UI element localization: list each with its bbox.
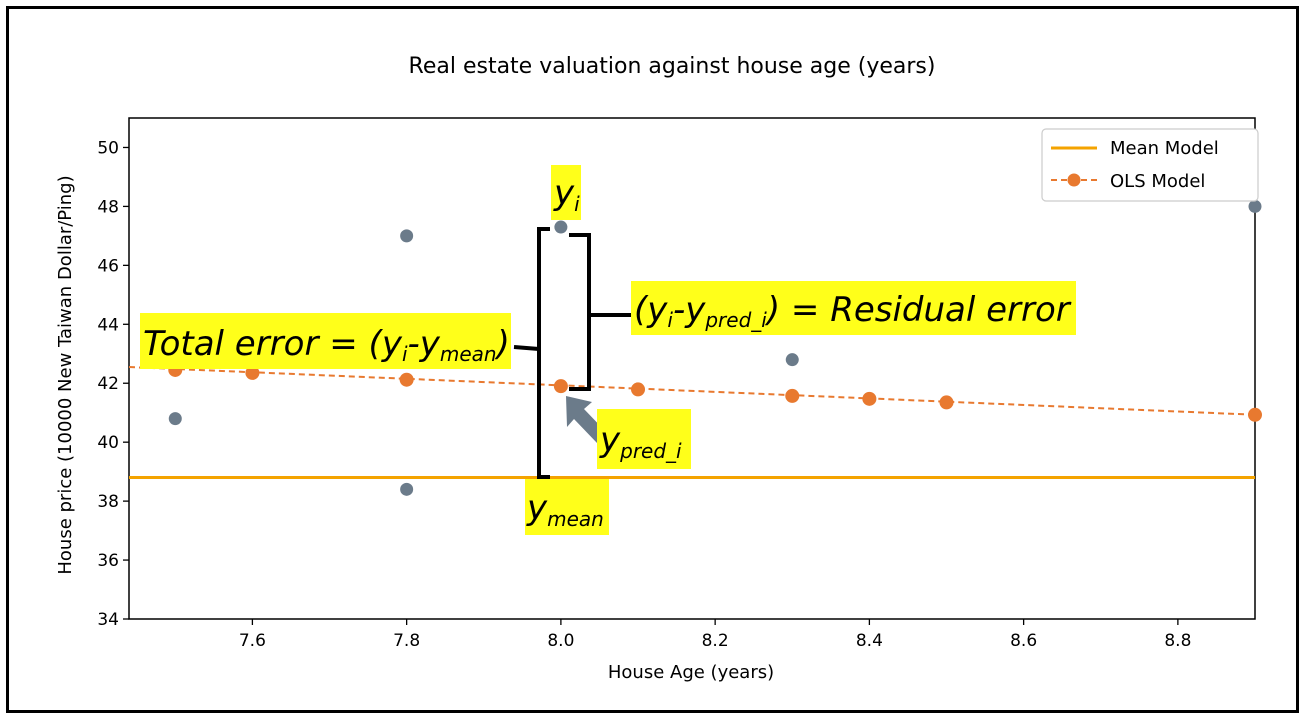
observed-point <box>168 412 182 426</box>
y-pred-sub: pred_i <box>619 439 682 463</box>
total-error-bracket <box>513 227 550 479</box>
x-tick-label: 8.2 <box>702 631 729 651</box>
total-error-dash: -y <box>408 324 441 364</box>
legend-ols-label: OLS Model <box>1110 171 1205 192</box>
observed-point <box>554 220 568 234</box>
total-error-sub-mean: mean <box>440 342 497 366</box>
y-tick-label: 38 <box>97 492 119 512</box>
x-tick-label: 8.0 <box>547 631 574 651</box>
y-i-base: y <box>553 173 575 213</box>
legend: Mean Model OLS Model <box>1041 128 1259 202</box>
residual-error-label: (yi-ypred_i) = Residual error <box>631 281 1076 335</box>
total-error-sub-i: i <box>402 342 408 366</box>
svg-text:ymean: ymean <box>526 488 604 531</box>
residual-sub-i: i <box>667 308 673 332</box>
y-mean-label: ymean <box>525 479 609 535</box>
pred-arrow <box>566 396 607 443</box>
ols-model-line <box>128 366 1256 416</box>
observed-point <box>400 229 414 243</box>
y-tick-label: 34 <box>97 610 119 630</box>
residual-dash: -y <box>673 290 706 330</box>
total-error-prefix: Total error = (y <box>143 324 403 364</box>
total-error-suffix: ) <box>494 324 510 364</box>
svg-text:yi: yi <box>553 173 580 216</box>
ols-point <box>1248 407 1262 422</box>
svg-text:(yi-ypred_i) = Residual error: (yi-ypred_i) = Residual error <box>634 290 1072 332</box>
y-tick-label: 50 <box>97 138 119 158</box>
y-tick-label: 48 <box>97 197 119 217</box>
y-pred-base: y <box>599 420 621 460</box>
x-tick-label: 8.6 <box>1010 631 1037 651</box>
residual-error-bracket <box>569 233 631 391</box>
y-tick-label: 46 <box>97 256 119 276</box>
ols-point <box>553 379 568 394</box>
x-tick-label: 8.8 <box>1164 631 1191 651</box>
svg-text:ypred_i: ypred_i <box>599 420 682 463</box>
plot-area-frame <box>128 117 1256 620</box>
ols-point <box>245 365 260 380</box>
observed-point <box>1248 199 1262 213</box>
y-mean-base: y <box>526 488 548 528</box>
series-layer <box>128 199 1262 496</box>
y-pred-label: ypred_i <box>597 409 691 469</box>
residual-sub-pred: pred_i <box>704 308 767 332</box>
figure-frame: Real estate valuation against house age … <box>6 6 1299 713</box>
y-tick-label: 42 <box>97 374 119 394</box>
y-i-sub: i <box>574 192 580 216</box>
y-tick-label: 36 <box>97 551 119 571</box>
y-i-highlight <box>551 165 581 220</box>
axes: 7.6 7.8 8.0 8.2 8.4 8.6 8.8 34 36 38 40 42 44 46 48 50 <box>97 117 1256 651</box>
y-tick-label: 44 <box>97 315 119 335</box>
x-tick-label: 8.4 <box>856 631 883 651</box>
residual-prefix: (y <box>634 290 668 330</box>
y-i-label: yi <box>551 165 581 220</box>
x-tick-label: 7.8 <box>393 631 420 651</box>
y-axis-label: House price (10000 New Taiwan Dollar/Pin… <box>55 175 76 574</box>
chart: Real estate valuation against house age … <box>55 54 1262 683</box>
residual-error-highlight <box>631 281 1076 335</box>
total-error-highlight <box>140 313 511 369</box>
legend-mean-label: Mean Model <box>1110 138 1219 159</box>
ols-point <box>631 382 646 397</box>
ols-point <box>939 395 954 410</box>
annotations: Total error = (yi-ymean) (yi-ypred_i) = … <box>140 165 1076 535</box>
chart-title: Real estate valuation against house age … <box>409 54 936 79</box>
ols-point <box>862 391 877 406</box>
legend-ols-swatch-marker <box>1067 173 1081 187</box>
x-tick-label: 7.6 <box>239 631 266 651</box>
ols-point <box>785 388 800 403</box>
svg-text:Total error = (yi-ymean): Total error = (yi-ymean) <box>143 324 510 366</box>
ols-point <box>399 372 414 387</box>
total-error-label: Total error = (yi-ymean) <box>140 313 511 369</box>
y-mean-highlight <box>525 479 609 535</box>
x-axis-label: House Age (years) <box>608 662 774 683</box>
y-mean-sub: mean <box>547 507 604 531</box>
observed-point <box>400 482 414 496</box>
y-tick-label: 40 <box>97 433 119 453</box>
y-pred-highlight <box>597 409 691 469</box>
residual-suffix: ) = Residual error <box>764 290 1072 330</box>
observed-point <box>785 353 799 367</box>
